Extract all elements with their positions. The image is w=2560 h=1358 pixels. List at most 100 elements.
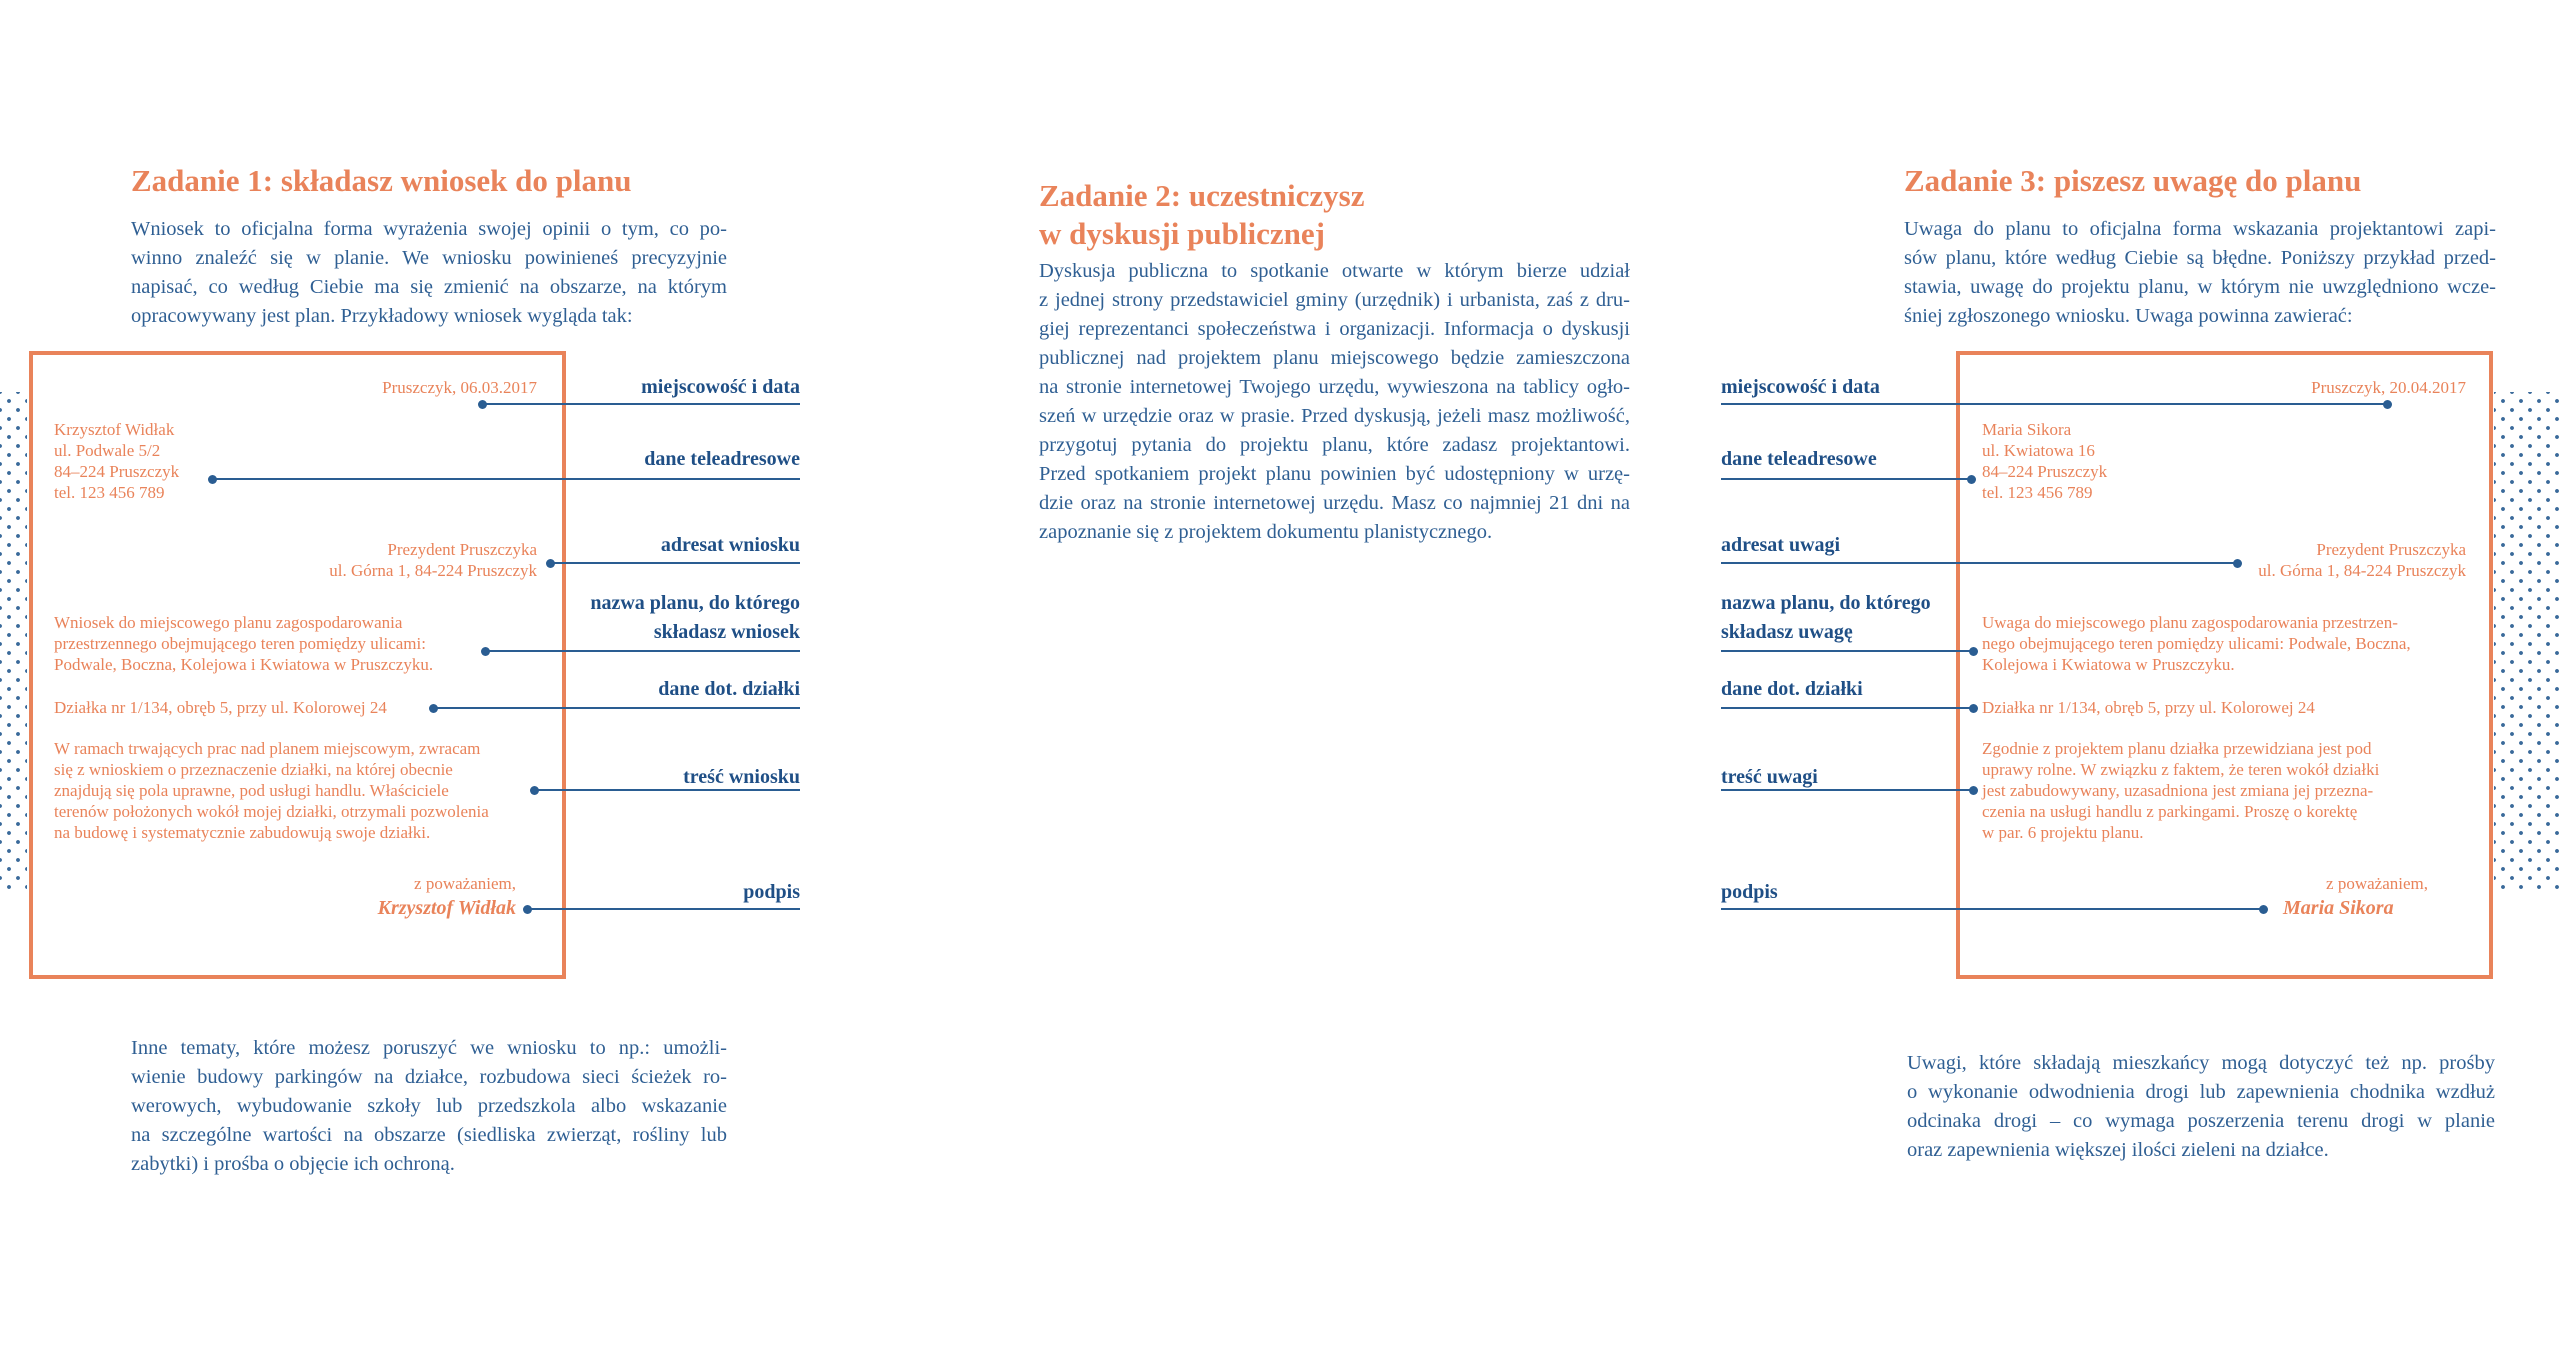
text-line: Prezydent Pruszczyka [2316, 540, 2466, 559]
text-line: publicznej nad projektem planu miejscowe… [1039, 347, 1630, 369]
task1-label-plot: dane dot. działki [658, 678, 800, 700]
text-line: się z wnioskiem o przeznaczenie działki,… [54, 760, 453, 779]
task1-label-plan-name: nazwa planu, do którego składasz wniosek [590, 589, 800, 647]
text-line: oraz zapewnienia większej ilości zieleni… [1907, 1139, 2329, 1161]
text-line: przestrzennego obejmującego teren pomięd… [54, 634, 426, 653]
task3-plan-name: Uwaga do miejscowego planu zagospodarowa… [1982, 612, 2411, 675]
task1-letter-box [29, 351, 566, 979]
text-line: Uwaga do planu to oficjalna forma wskaza… [1904, 218, 2496, 240]
leader-line [433, 707, 800, 709]
text-line: Uwaga do miejscowego planu zagospodarowa… [1982, 613, 2398, 632]
leader-line [1721, 478, 1971, 480]
leader-dot [2383, 399, 2392, 409]
leader-dot [546, 558, 555, 568]
leader-line [1721, 403, 2387, 405]
task2-body: Dyskusja publiczna to spotkanie otwarte … [1039, 257, 1630, 547]
task3-plot: Działka nr 1/134, obręb 5, przy ul. Kolo… [1982, 698, 2315, 717]
text-line: Kolejowa i Kwiatowa w Pruszczyku. [1982, 655, 2235, 674]
task1-recipient: Prezydent Pruszczyka ul. Górna 1, 84-224 … [329, 539, 537, 581]
leader-dot [2259, 904, 2268, 914]
leader-line [1721, 789, 1973, 791]
text-line: ul. Górna 1, 84-224 Pruszczyk [2258, 561, 2466, 580]
task2-title: Zadanie 2: uczestniczysz w dyskusji publi… [1039, 177, 1364, 253]
task1-label-signature: podpis [743, 881, 800, 903]
task3-label-recipient: adresat uwagi [1721, 534, 1841, 556]
task1-label-contact: dane teleadresowe [644, 448, 800, 470]
text-line: z jednej strony przedstawiciel gminy (ur… [1039, 289, 1630, 311]
task1-body: W ramach trwających prac nad planem miej… [54, 738, 489, 843]
leader-line [527, 908, 800, 910]
text-line: dzie oraz na stronie internetowej urzędu… [1039, 492, 1630, 514]
task3-recipient: Prezydent Pruszczyka ul. Górna 1, 84-224 … [2258, 539, 2466, 581]
dot-pattern-right [2494, 392, 2560, 890]
text-line: szeń w urzędzie oraz w prasie. Przed dys… [1039, 405, 1630, 427]
task3-closing: z poważaniem, [2326, 874, 2428, 893]
leader-dot [1969, 785, 1978, 795]
text-line: tel. 123 456 789 [1982, 483, 2093, 502]
leader-dot [1969, 646, 1978, 656]
text-line: jest zabudowywany, uzasadniona jest zmia… [1982, 781, 2374, 800]
text-line: składasz uwagę [1721, 621, 1853, 643]
task1-outro: Inne tematy, które możesz poruszyć we wn… [131, 1034, 727, 1179]
leader-line [534, 789, 800, 791]
text-line: przygotuj pytania do projektu planu, któ… [1039, 434, 1630, 456]
task3-label-place-date: miejscowość i data [1721, 376, 1880, 398]
task3-signature: Maria Sikora [2283, 897, 2394, 919]
text-line: śniej zgłoszonego wniosku. Uwaga powinna… [1904, 305, 2353, 327]
text-line: odcinaka drogi – co wymaga poszerzenia t… [1907, 1110, 2495, 1132]
task1-label-place-date: miejscowość i data [641, 376, 800, 398]
text-line: giej reprezentanci społeczeństwa i organ… [1039, 318, 1630, 340]
text-line: tel. 123 456 789 [54, 483, 165, 502]
text-line: Inne tematy, które możesz poruszyć we wn… [131, 1037, 727, 1059]
leader-line [1721, 562, 2237, 564]
text-line: terenów położonych wokół mojej działki, … [54, 802, 489, 821]
text-line: uprawy rolne. W związku z faktem, że ter… [1982, 760, 2380, 779]
text-line: czenia na usługi handlu z parkingami. Pr… [1982, 802, 2358, 821]
text-line: w dyskusji publicznej [1039, 216, 1325, 251]
text-line: stawia, uwagę do projektu planu, w który… [1904, 276, 2496, 298]
text-line: składasz wniosek [653, 621, 800, 643]
task1-sender: Krzysztof Widłak ul. Podwale 5/2 84–224 Pr… [54, 419, 179, 503]
text-line: sów planu, które według Ciebie są błędne… [1904, 247, 2496, 269]
leader-line [212, 478, 800, 480]
text-line: Przed spotkaniem projekt planu powinien … [1039, 463, 1630, 485]
text-line: Zgodnie z projektem planu działka przewi… [1982, 739, 2372, 758]
leader-line [485, 650, 800, 652]
leader-dot [530, 785, 539, 795]
text-line: znajdują się pola uprawne, pod usługi ha… [54, 781, 449, 800]
text-line: Uwagi, które składają mieszkańcy mogą do… [1907, 1052, 2495, 1074]
text-line: Wniosek to oficjalna forma wyrażenia swo… [131, 218, 727, 240]
leader-dot [481, 646, 490, 656]
leader-dot [478, 399, 487, 409]
text-line: wienie budowy parkingów na działce, rozb… [131, 1066, 727, 1088]
text-line: nazwa planu, do którego [590, 592, 800, 614]
task1-plot: Działka nr 1/134, obręb 5, przy ul. Kolo… [54, 698, 387, 717]
text-line: Prezydent Pruszczyka [387, 540, 537, 559]
text-line: na budowę i systematycznie zabudowują sw… [54, 823, 431, 842]
leader-line [482, 403, 800, 405]
leader-line [1721, 908, 2263, 910]
task3-label-plan-name: nazwa planu, do którego składasz uwagę [1721, 589, 1931, 647]
text-line: Wniosek do miejscowego planu zagospodaro… [54, 613, 403, 632]
text-line: Dyskusja publiczna to spotkanie otwarte … [1039, 260, 1630, 282]
text-line: o wykonanie odwodnienia drogi lub zapewn… [1907, 1081, 2495, 1103]
task1-signature: Krzysztof Widłak [377, 897, 516, 919]
text-line: opracowywany jest plan. Przykładowy wnio… [131, 305, 633, 327]
text-line: ul. Górna 1, 84-224 Pruszczyk [329, 561, 537, 580]
text-line: w par. 6 projektu planu. [1982, 823, 2144, 842]
text-line: zapoznanie się z projektem dokumentu pla… [1039, 521, 1493, 543]
text-line: 84–224 Pruszczyk [54, 462, 180, 481]
task3-letter-box [1956, 351, 2493, 979]
leader-dot [1969, 703, 1978, 713]
leader-dot [523, 904, 532, 914]
task1-title: Zadanie 1: składasz wniosek do planu [131, 163, 632, 198]
leader-dot [429, 703, 438, 713]
leader-dot [208, 474, 217, 484]
task3-label-contact: dane teleadresowe [1721, 448, 1877, 470]
text-line: 84–224 Pruszczyk [1982, 462, 2108, 481]
leader-line [1721, 707, 1973, 709]
text-line: Zadanie 2: uczestniczysz [1039, 178, 1365, 213]
task3-body: Zgodnie z projektem planu działka przewi… [1982, 738, 2379, 843]
text-line: winno znaleźć się w planie. We wniosku p… [131, 247, 727, 269]
text-line: Podwale, Boczna, Kolejowa i Kwiatowa w P… [54, 655, 434, 674]
